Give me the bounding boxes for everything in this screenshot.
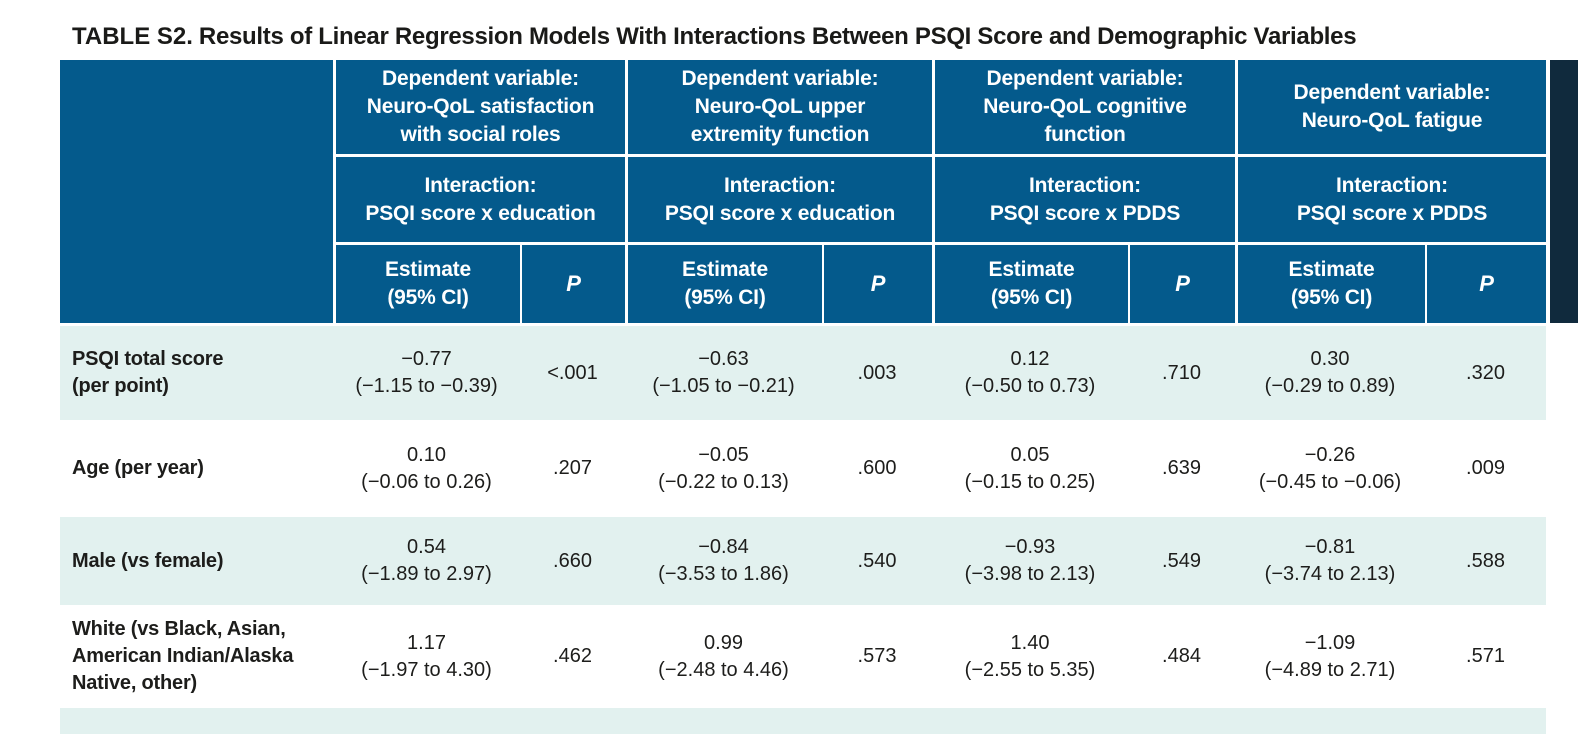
- header-dependent-variable-2: Dependent variable: Neuro-QoL upper extr…: [625, 60, 932, 154]
- header-body-divider: [60, 323, 1546, 326]
- p-value-cell: <.001: [547, 361, 598, 384]
- table-header: Dependent variable: Neuro-QoL satisfacti…: [60, 60, 1546, 323]
- regression-results-table: Dependent variable: Neuro-QoL satisfacti…: [60, 60, 1546, 734]
- table-right-edge-band: [1550, 60, 1578, 323]
- row-label: Age (per year): [72, 457, 204, 479]
- header-interaction-4: Interaction: PSQI score x PDDS: [1235, 154, 1546, 242]
- p-value-cell: .462: [553, 645, 592, 667]
- estimate-cell: 0.54 (−1.89 to 2.97): [361, 536, 492, 585]
- p-value-cell: .540: [857, 549, 897, 572]
- p-value-cell: .660: [553, 549, 592, 572]
- p-value-cell: .588: [1466, 549, 1505, 572]
- header-estimate-1: Estimate (95% CI): [333, 242, 520, 323]
- p-value-cell: .549: [1162, 549, 1201, 572]
- table-row-cutoff: [60, 708, 1546, 734]
- header-p-3: P: [1128, 242, 1235, 323]
- header-dependent-variable-3: Dependent variable: Neuro-QoL cognitive …: [932, 60, 1235, 154]
- row-label: PSQI total score (per point): [72, 348, 224, 397]
- header-dependent-variable-4: Dependent variable: Neuro-QoL fatigue: [1235, 60, 1546, 154]
- p-label: P: [1175, 271, 1190, 296]
- header-interaction-2: Interaction: PSQI score x education: [625, 154, 932, 242]
- row-label: White (vs Black, Asian, American Indian/…: [72, 618, 294, 694]
- p-value-cell: .573: [857, 645, 897, 667]
- header-interaction-3: Interaction: PSQI score x PDDS: [932, 154, 1235, 242]
- table-title: TABLE S2. Results of Linear Regression Mo…: [72, 22, 1532, 52]
- estimate-cell: −0.93 (−3.98 to 2.13): [964, 536, 1096, 585]
- estimate-cell: −0.77 (−1.15 to −0.39): [355, 348, 498, 397]
- estimate-cell: 1.40 (−2.55 to 5.35): [964, 631, 1096, 681]
- row-label: Male (vs female): [72, 549, 224, 572]
- header-stub-cell: [60, 60, 333, 323]
- estimate-cell: −1.09 (−4.89 to 2.71): [1264, 631, 1396, 681]
- estimate-cell: −0.81 (−3.74 to 2.13): [1264, 536, 1396, 585]
- p-value-cell: .320: [1466, 361, 1505, 384]
- table-row: Male (vs female) 0.54 (−1.89 to 2.97) .66…: [60, 517, 1546, 605]
- header-estimate-4: Estimate (95% CI): [1235, 242, 1425, 323]
- header-p-4: P: [1425, 242, 1546, 323]
- estimate-cell: 0.30 (−0.29 to 0.89): [1264, 348, 1396, 397]
- table-row: Age (per year) 0.10 (−0.06 to 0.26) .207 …: [60, 420, 1546, 517]
- p-value-cell: .207: [553, 457, 592, 479]
- p-value-cell: .639: [1162, 457, 1201, 479]
- table-row: White (vs Black, Asian, American Indian/…: [60, 605, 1546, 708]
- estimate-cell: 0.05 (−0.15 to 0.25): [964, 443, 1096, 493]
- header-p-1: P: [520, 242, 625, 323]
- table-title-number: TABLE S2.: [72, 23, 193, 50]
- header-interaction-1: Interaction: PSQI score x education: [333, 154, 625, 242]
- estimate-cell: −0.63 (−1.05 to −0.21): [652, 348, 795, 397]
- estimate-cell: −0.05 (−0.22 to 0.13): [658, 443, 789, 493]
- table-row: PSQI total score (per point) −0.77 (−1.15…: [60, 326, 1546, 420]
- estimate-cell: 1.17 (−1.97 to 4.30): [361, 631, 492, 681]
- header-estimate-2: Estimate (95% CI): [625, 242, 822, 323]
- p-value-cell: .484: [1162, 645, 1201, 667]
- header-estimate-3: Estimate (95% CI): [932, 242, 1128, 323]
- estimate-cell: 0.10 (−0.06 to 0.26): [361, 443, 492, 493]
- estimate-cell: −0.84 (−3.53 to 1.86): [658, 536, 789, 585]
- p-value-cell: .571: [1466, 645, 1505, 667]
- estimate-cell: 0.12 (−0.50 to 0.73): [964, 348, 1096, 397]
- header-p-2: P: [822, 242, 932, 323]
- p-value-cell: .710: [1162, 361, 1201, 384]
- table-title-text: Results of Linear Regression Models With…: [198, 23, 1357, 50]
- estimate-cell: 0.99 (−2.48 to 4.46): [658, 631, 789, 681]
- header-dependent-variable-1: Dependent variable: Neuro-QoL satisfacti…: [333, 60, 625, 154]
- p-label: P: [566, 271, 581, 296]
- p-label: P: [870, 271, 886, 296]
- p-value-cell: .600: [857, 457, 897, 479]
- estimate-cell: −0.26 (−0.45 to −0.06): [1258, 443, 1402, 493]
- p-value-cell: .003: [857, 361, 897, 384]
- p-label: P: [1479, 271, 1494, 296]
- p-value-cell: .009: [1466, 457, 1505, 479]
